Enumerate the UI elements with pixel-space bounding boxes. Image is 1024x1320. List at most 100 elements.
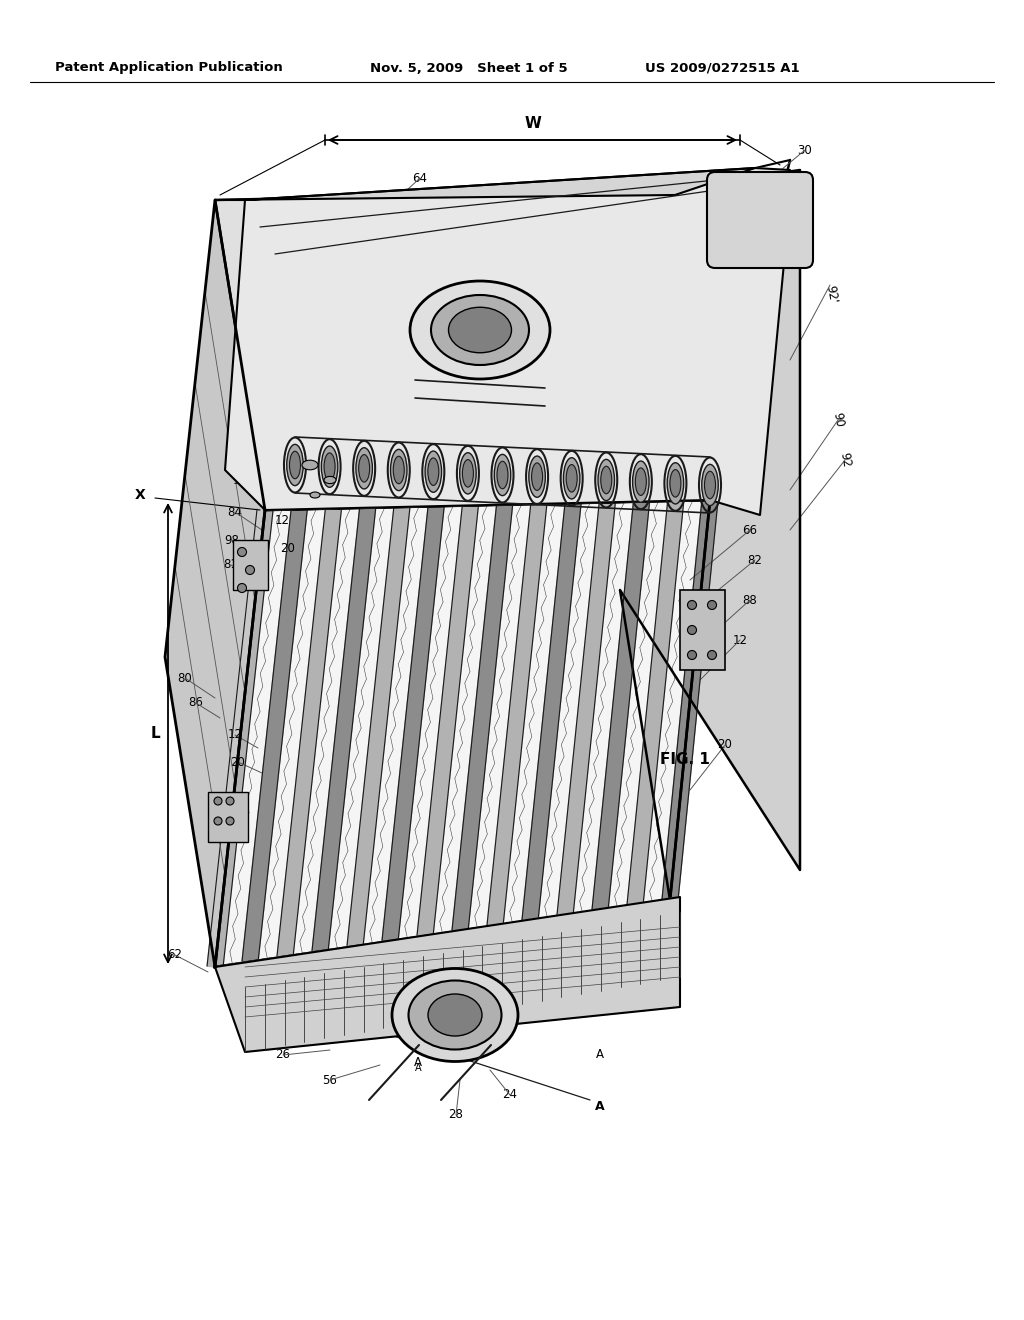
Polygon shape xyxy=(417,504,478,937)
Text: A: A xyxy=(596,1048,604,1061)
Bar xyxy=(233,540,268,590)
Ellipse shape xyxy=(356,447,373,488)
Text: 90: 90 xyxy=(830,412,846,429)
Bar xyxy=(680,590,725,671)
Text: 80: 80 xyxy=(177,672,193,685)
Ellipse shape xyxy=(598,459,614,500)
Circle shape xyxy=(687,626,696,635)
Text: FIG. 1: FIG. 1 xyxy=(660,752,710,767)
Circle shape xyxy=(238,548,247,557)
Ellipse shape xyxy=(392,969,518,1061)
Polygon shape xyxy=(242,508,307,962)
Polygon shape xyxy=(215,898,680,1052)
Polygon shape xyxy=(312,507,376,953)
Polygon shape xyxy=(215,190,710,510)
Polygon shape xyxy=(207,510,273,968)
Ellipse shape xyxy=(431,294,529,366)
Circle shape xyxy=(238,583,247,593)
Text: 16: 16 xyxy=(785,189,801,202)
Text: 64: 64 xyxy=(413,172,427,185)
Text: 88: 88 xyxy=(742,594,758,606)
Text: 32: 32 xyxy=(593,248,607,261)
Ellipse shape xyxy=(563,458,580,499)
Polygon shape xyxy=(592,500,649,911)
Polygon shape xyxy=(347,506,410,948)
Text: 20: 20 xyxy=(230,755,246,768)
Ellipse shape xyxy=(497,461,508,488)
Polygon shape xyxy=(215,168,755,201)
Text: 82: 82 xyxy=(748,553,763,566)
Polygon shape xyxy=(382,506,444,942)
Text: 98: 98 xyxy=(224,533,240,546)
Polygon shape xyxy=(487,503,547,927)
Text: 86: 86 xyxy=(188,697,204,710)
Text: X: X xyxy=(134,488,145,502)
Text: 12: 12 xyxy=(227,729,243,742)
Text: 26: 26 xyxy=(275,1048,291,1061)
Ellipse shape xyxy=(460,453,476,494)
Circle shape xyxy=(246,565,255,574)
Ellipse shape xyxy=(290,451,300,479)
Circle shape xyxy=(214,817,222,825)
Text: 58: 58 xyxy=(578,334,592,346)
Text: 92': 92' xyxy=(337,366,357,388)
Polygon shape xyxy=(225,168,790,515)
Circle shape xyxy=(226,797,234,805)
Ellipse shape xyxy=(428,458,439,486)
Circle shape xyxy=(687,651,696,660)
Text: A: A xyxy=(595,1101,605,1114)
Text: 30: 30 xyxy=(798,144,812,157)
Text: A: A xyxy=(415,1063,421,1073)
Ellipse shape xyxy=(463,459,473,487)
Polygon shape xyxy=(620,170,800,900)
Ellipse shape xyxy=(409,981,502,1049)
Polygon shape xyxy=(452,504,513,932)
Text: 12: 12 xyxy=(274,513,290,527)
Text: 92: 92 xyxy=(838,451,853,469)
Text: 12: 12 xyxy=(732,634,748,647)
Text: 22: 22 xyxy=(241,983,256,997)
Ellipse shape xyxy=(495,454,511,495)
Ellipse shape xyxy=(635,467,646,495)
Ellipse shape xyxy=(322,446,338,487)
Polygon shape xyxy=(522,502,581,921)
Text: Nov. 5, 2009   Sheet 1 of 5: Nov. 5, 2009 Sheet 1 of 5 xyxy=(370,62,567,74)
Circle shape xyxy=(708,651,717,660)
Text: Patent Application Publication: Patent Application Publication xyxy=(55,62,283,74)
Polygon shape xyxy=(627,500,684,906)
Text: 94: 94 xyxy=(345,251,364,271)
Text: W: W xyxy=(524,116,541,132)
Ellipse shape xyxy=(302,461,318,470)
Text: US 2009/0272515 A1: US 2009/0272515 A1 xyxy=(645,62,800,74)
Ellipse shape xyxy=(528,455,546,498)
Ellipse shape xyxy=(410,281,550,379)
Polygon shape xyxy=(557,502,615,916)
Text: 28: 28 xyxy=(449,1109,464,1122)
Text: 84: 84 xyxy=(227,506,243,519)
Polygon shape xyxy=(215,500,710,968)
Polygon shape xyxy=(278,508,341,957)
Text: 96: 96 xyxy=(337,401,356,421)
Text: 60: 60 xyxy=(343,317,361,335)
Polygon shape xyxy=(663,499,718,900)
Text: 81: 81 xyxy=(223,558,239,572)
Ellipse shape xyxy=(393,457,404,483)
Ellipse shape xyxy=(701,465,718,506)
Circle shape xyxy=(708,601,717,610)
Ellipse shape xyxy=(566,465,578,492)
Text: 24: 24 xyxy=(503,1089,517,1101)
Polygon shape xyxy=(165,201,265,968)
Ellipse shape xyxy=(531,463,543,491)
Ellipse shape xyxy=(449,308,512,352)
Circle shape xyxy=(687,601,696,610)
Text: 14: 14 xyxy=(260,1014,275,1027)
Ellipse shape xyxy=(358,454,370,482)
Ellipse shape xyxy=(324,477,336,483)
Ellipse shape xyxy=(287,445,303,486)
Ellipse shape xyxy=(324,453,335,480)
Bar xyxy=(208,792,248,842)
Ellipse shape xyxy=(390,449,407,491)
Text: 34: 34 xyxy=(532,273,548,286)
Ellipse shape xyxy=(428,994,482,1036)
Text: 92': 92' xyxy=(823,284,840,304)
